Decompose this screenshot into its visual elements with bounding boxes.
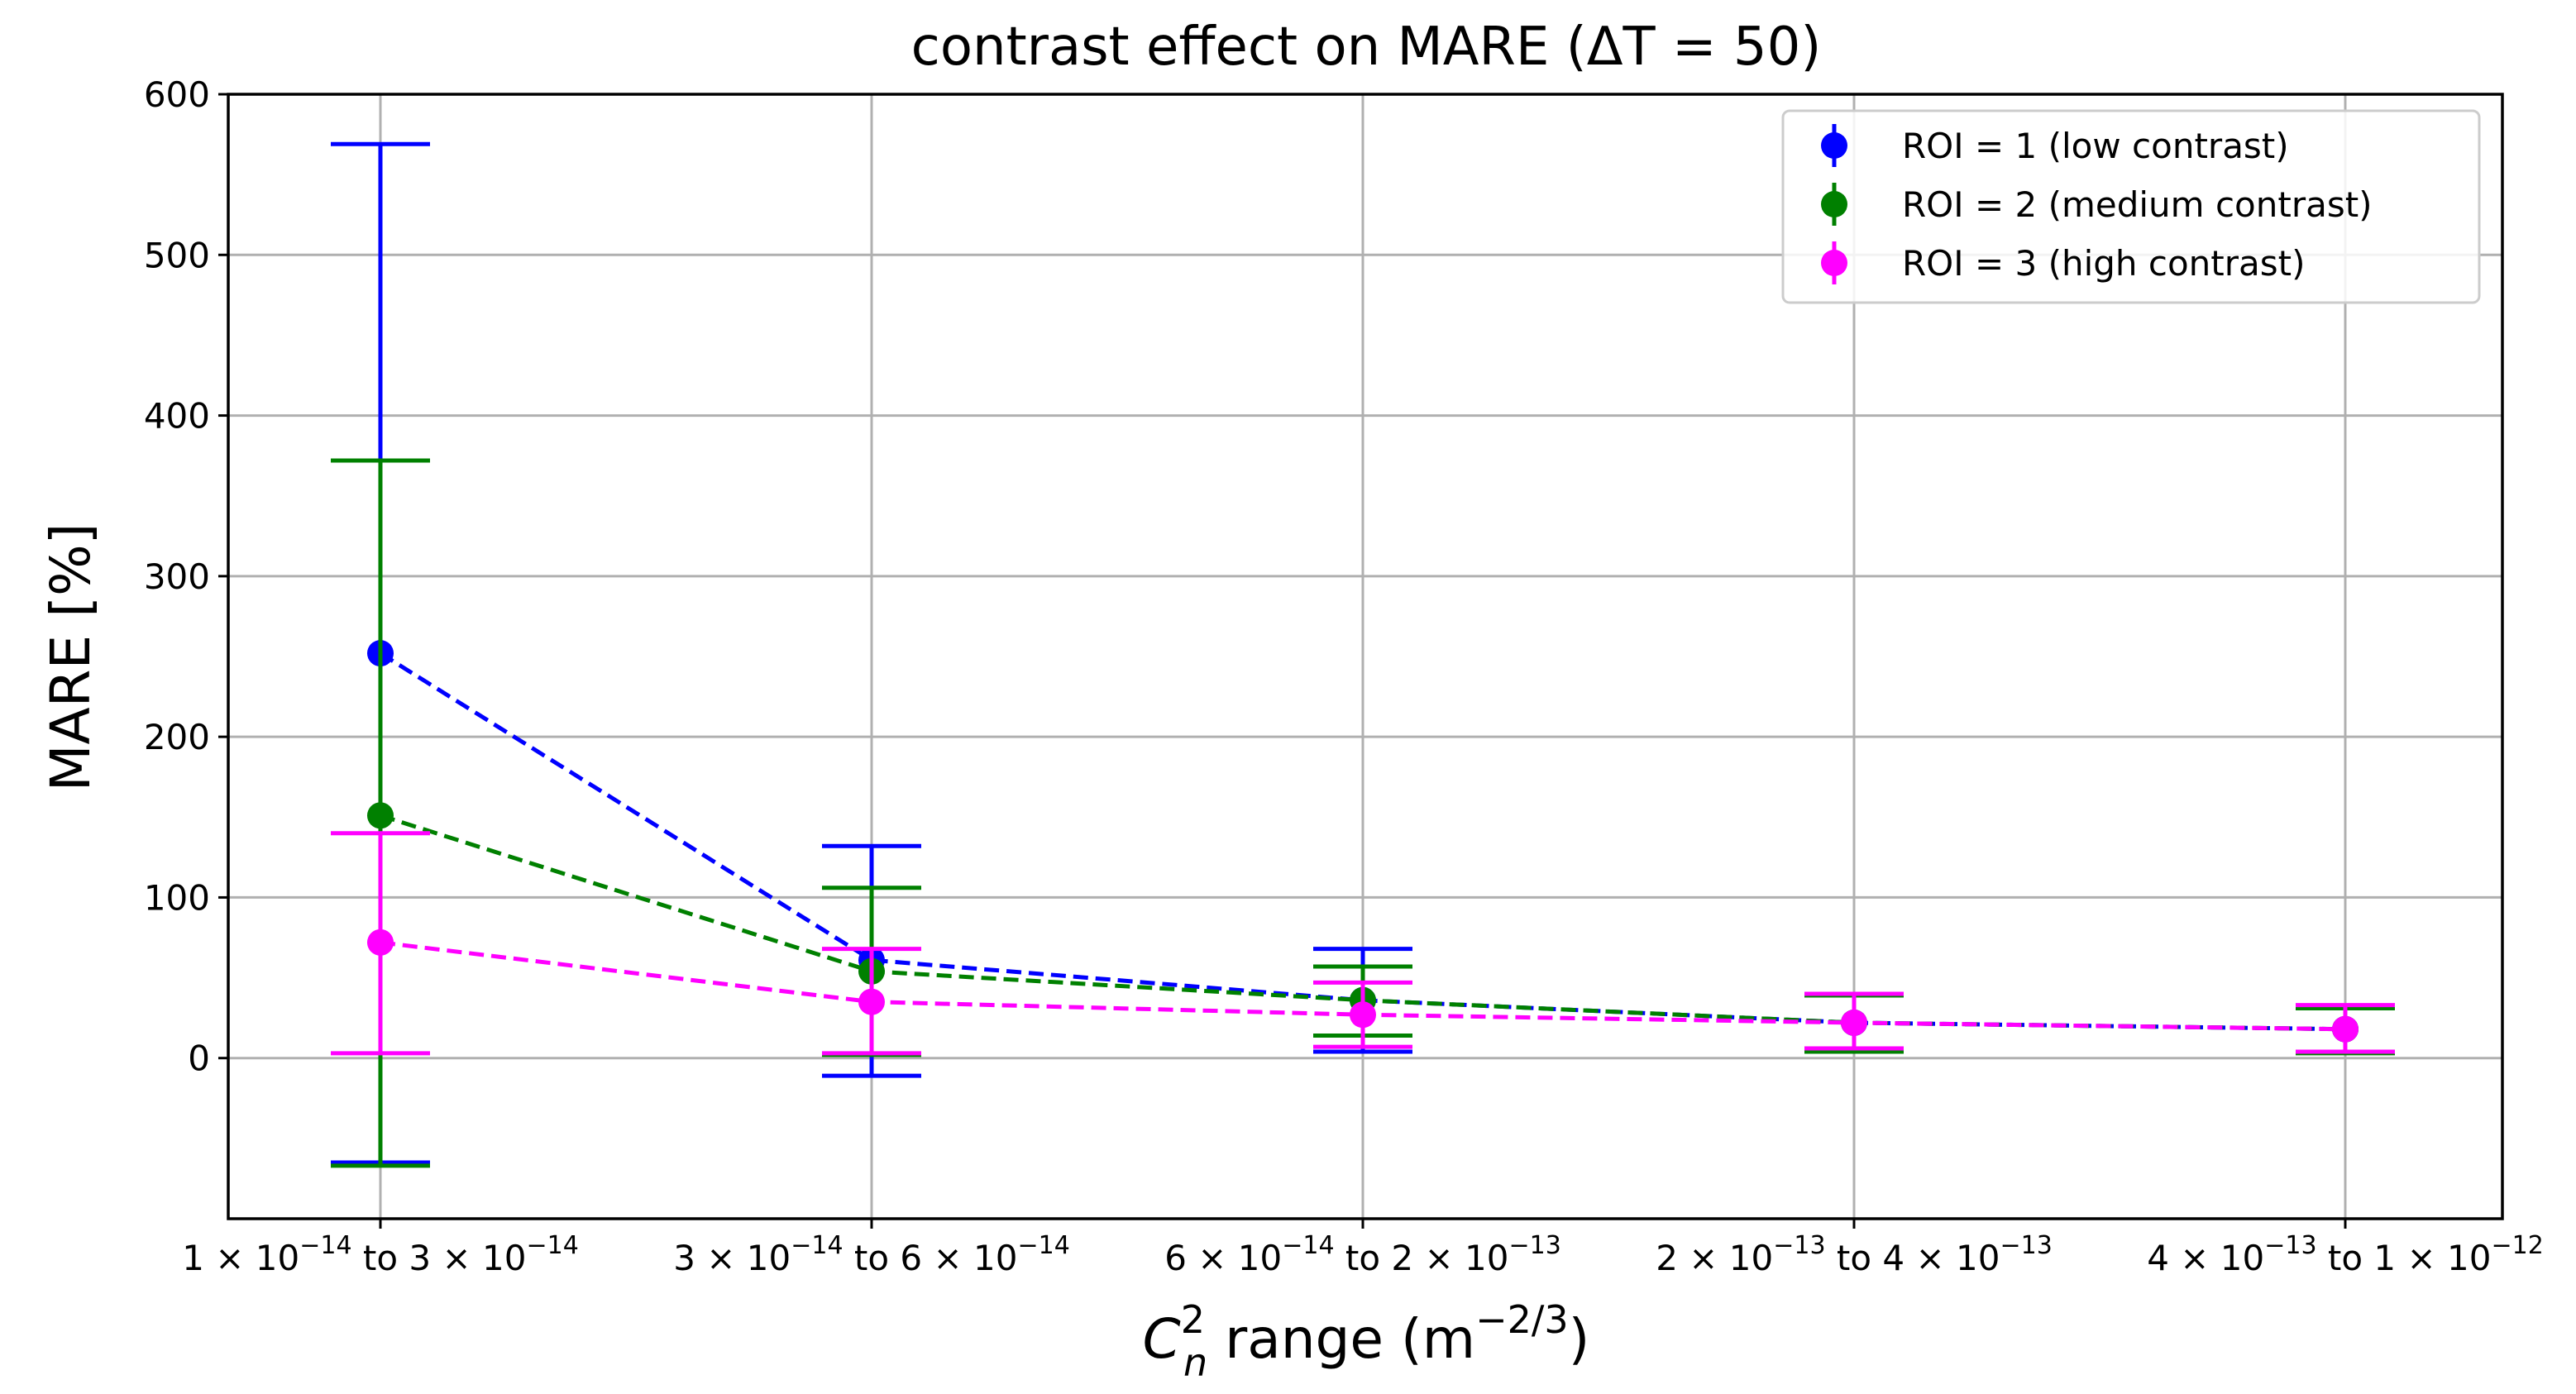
chart-title: contrast effect on MARE (ΔT = 50) [911, 17, 1822, 78]
x-tick-label: 3 × 10−14 to 6 × 10−14 [673, 1231, 1070, 1278]
x-tick-label: 1 × 10−14 to 3 × 10−14 [182, 1231, 579, 1278]
x-axis-symbol-sup: 2 [1181, 1297, 1205, 1342]
x-axis-symbol-sub: n [1183, 1340, 1207, 1385]
y-tick-label: 300 [144, 556, 210, 597]
data-point [367, 929, 394, 956]
plot-frame [227, 93, 2504, 1220]
x-axis-text: range (m [1207, 1307, 1475, 1371]
legend-marker [1821, 132, 1847, 159]
y-tick-label: 500 [144, 235, 210, 275]
data-point [1350, 1001, 1376, 1029]
legend-entry-3: ROI = 3 (high contrast) [1821, 241, 2306, 284]
legend-entry-1: ROI = 1 (low contrast) [1821, 124, 2289, 167]
y-tick-label: 400 [144, 396, 210, 437]
y-tick-label: 200 [144, 717, 210, 757]
series-layer [331, 141, 2395, 1168]
x-axis-label: C2 n range (m−2/3) [1143, 1297, 1590, 1385]
legend-label: ROI = 2 (medium contrast) [1902, 184, 2373, 225]
data-point [2332, 1015, 2359, 1043]
x-tick-label: 2 × 10−13 to 4 × 10−13 [1656, 1231, 2053, 1278]
y-tick-label: 100 [144, 877, 210, 918]
legend: ROI = 1 (low contrast) ROI = 2 (medium co… [1781, 109, 2481, 304]
y-tick-label: 0 [188, 1038, 210, 1079]
x-axis-unit-sup: −2/3 [1475, 1297, 1569, 1342]
data-point [858, 988, 885, 1015]
series-3 [331, 831, 2395, 1056]
data-point [367, 802, 394, 829]
legend-marker [1821, 250, 1847, 276]
x-ticks: 1 × 10−14 to 3 × 10−14 3 × 10−14 to 6 × 1… [182, 1219, 2544, 1278]
y-ticks: 0 100 200 300 400 500 600 [144, 74, 228, 1079]
data-point [1841, 1009, 1867, 1036]
legend-entry-2: ROI = 2 (medium contrast) [1821, 183, 2373, 226]
x-axis-symbol: C [1143, 1307, 1181, 1371]
y-tick-label: 600 [144, 74, 210, 115]
x-tick-label: 6 × 10−14 to 2 × 10−13 [1164, 1231, 1561, 1278]
legend-label: ROI = 1 (low contrast) [1902, 126, 2289, 166]
x-tick-label: 4 × 10−13 to 1 × 10−12 [2147, 1231, 2544, 1278]
legend-label: ROI = 3 (high contrast) [1902, 243, 2306, 284]
y-axis-label: MARE [%] [39, 523, 103, 792]
legend-marker [1821, 191, 1847, 217]
legend-frame [1781, 109, 2481, 304]
x-axis-close: ) [1569, 1307, 1590, 1371]
